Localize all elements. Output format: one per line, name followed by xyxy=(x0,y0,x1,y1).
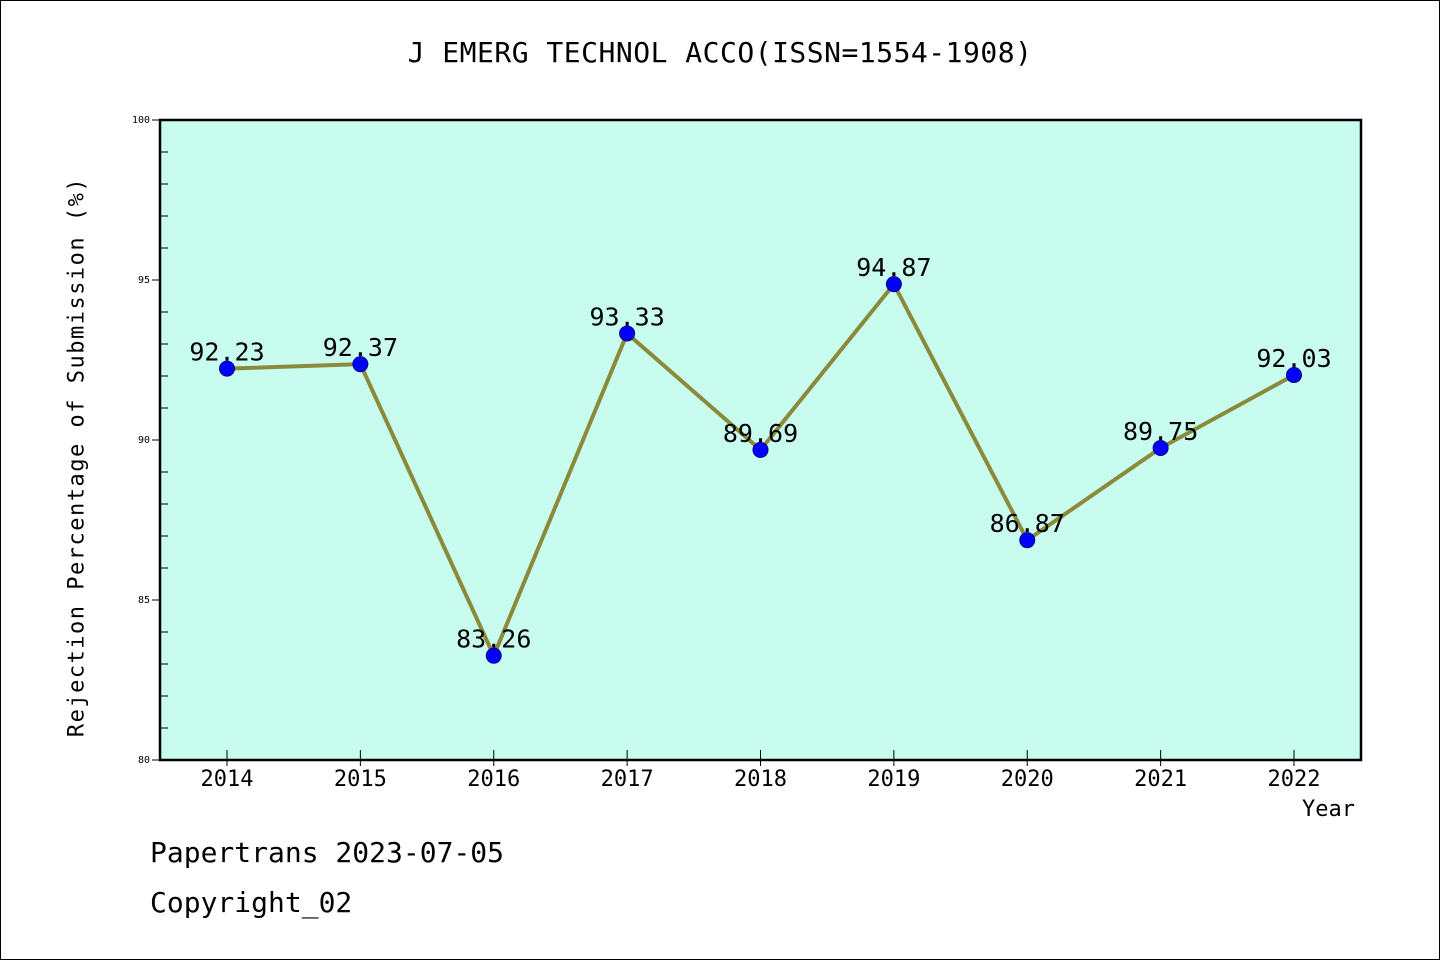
x-tick-label: 2017 xyxy=(601,767,654,792)
footer-date: Papertrans 2023-07-05 xyxy=(150,836,505,869)
plot-area xyxy=(160,120,1361,760)
y-tick-label: 95 xyxy=(138,275,150,286)
chart-title: J EMERG TECHNOL ACCO(ISSN=1554-1908) xyxy=(407,36,1033,69)
data-point xyxy=(1286,367,1302,384)
data-label-layer: 92.23 92.37 83.26 93.33 89.69 94.87 86.87 89.75… xyxy=(189,253,1331,654)
data-label: 92.37 xyxy=(323,333,398,362)
x-axis: 2014 2015 2016 2017 2018 2019 2020 2021 2022 xyxy=(201,750,1321,792)
x-tick-label: 2020 xyxy=(1001,767,1054,792)
x-axis-label: Year xyxy=(1302,797,1355,822)
x-tick-label: 2016 xyxy=(467,767,520,792)
data-point xyxy=(1152,440,1169,456)
y-axis: 80 85 90 95 100 xyxy=(132,115,168,766)
x-tick-label: 2015 xyxy=(334,767,387,792)
x-tick-label: 2019 xyxy=(867,767,920,792)
x-tick-label: 2021 xyxy=(1134,767,1187,792)
data-label: 83.26 xyxy=(456,625,531,654)
y-tick-label: 100 xyxy=(132,115,150,126)
data-label: 92.03 xyxy=(1256,344,1331,373)
data-label: 89.69 xyxy=(723,419,798,448)
data-point xyxy=(619,325,636,342)
data-point xyxy=(885,276,902,293)
y-tick-label: 90 xyxy=(138,435,150,446)
data-label: 93.33 xyxy=(589,302,664,331)
plot-border xyxy=(158,118,1363,762)
data-point xyxy=(1019,532,1036,549)
data-label: 94.87 xyxy=(856,253,931,282)
series-layer xyxy=(219,276,1302,664)
x-tick-label: 2022 xyxy=(1268,767,1321,792)
data-point xyxy=(485,647,502,664)
data-point xyxy=(752,441,769,458)
data-point xyxy=(219,360,235,377)
data-point xyxy=(352,356,369,373)
data-label: 86.87 xyxy=(990,509,1065,538)
data-label: 89.75 xyxy=(1123,417,1198,446)
y-tick-label: 85 xyxy=(138,595,150,606)
footer-copyright: Copyright_02 xyxy=(150,886,353,919)
y-tick-label: 80 xyxy=(138,755,150,766)
x-tick-label: 2014 xyxy=(201,767,254,792)
data-label: 92.23 xyxy=(189,338,264,367)
x-tick-label: 2018 xyxy=(734,767,787,792)
